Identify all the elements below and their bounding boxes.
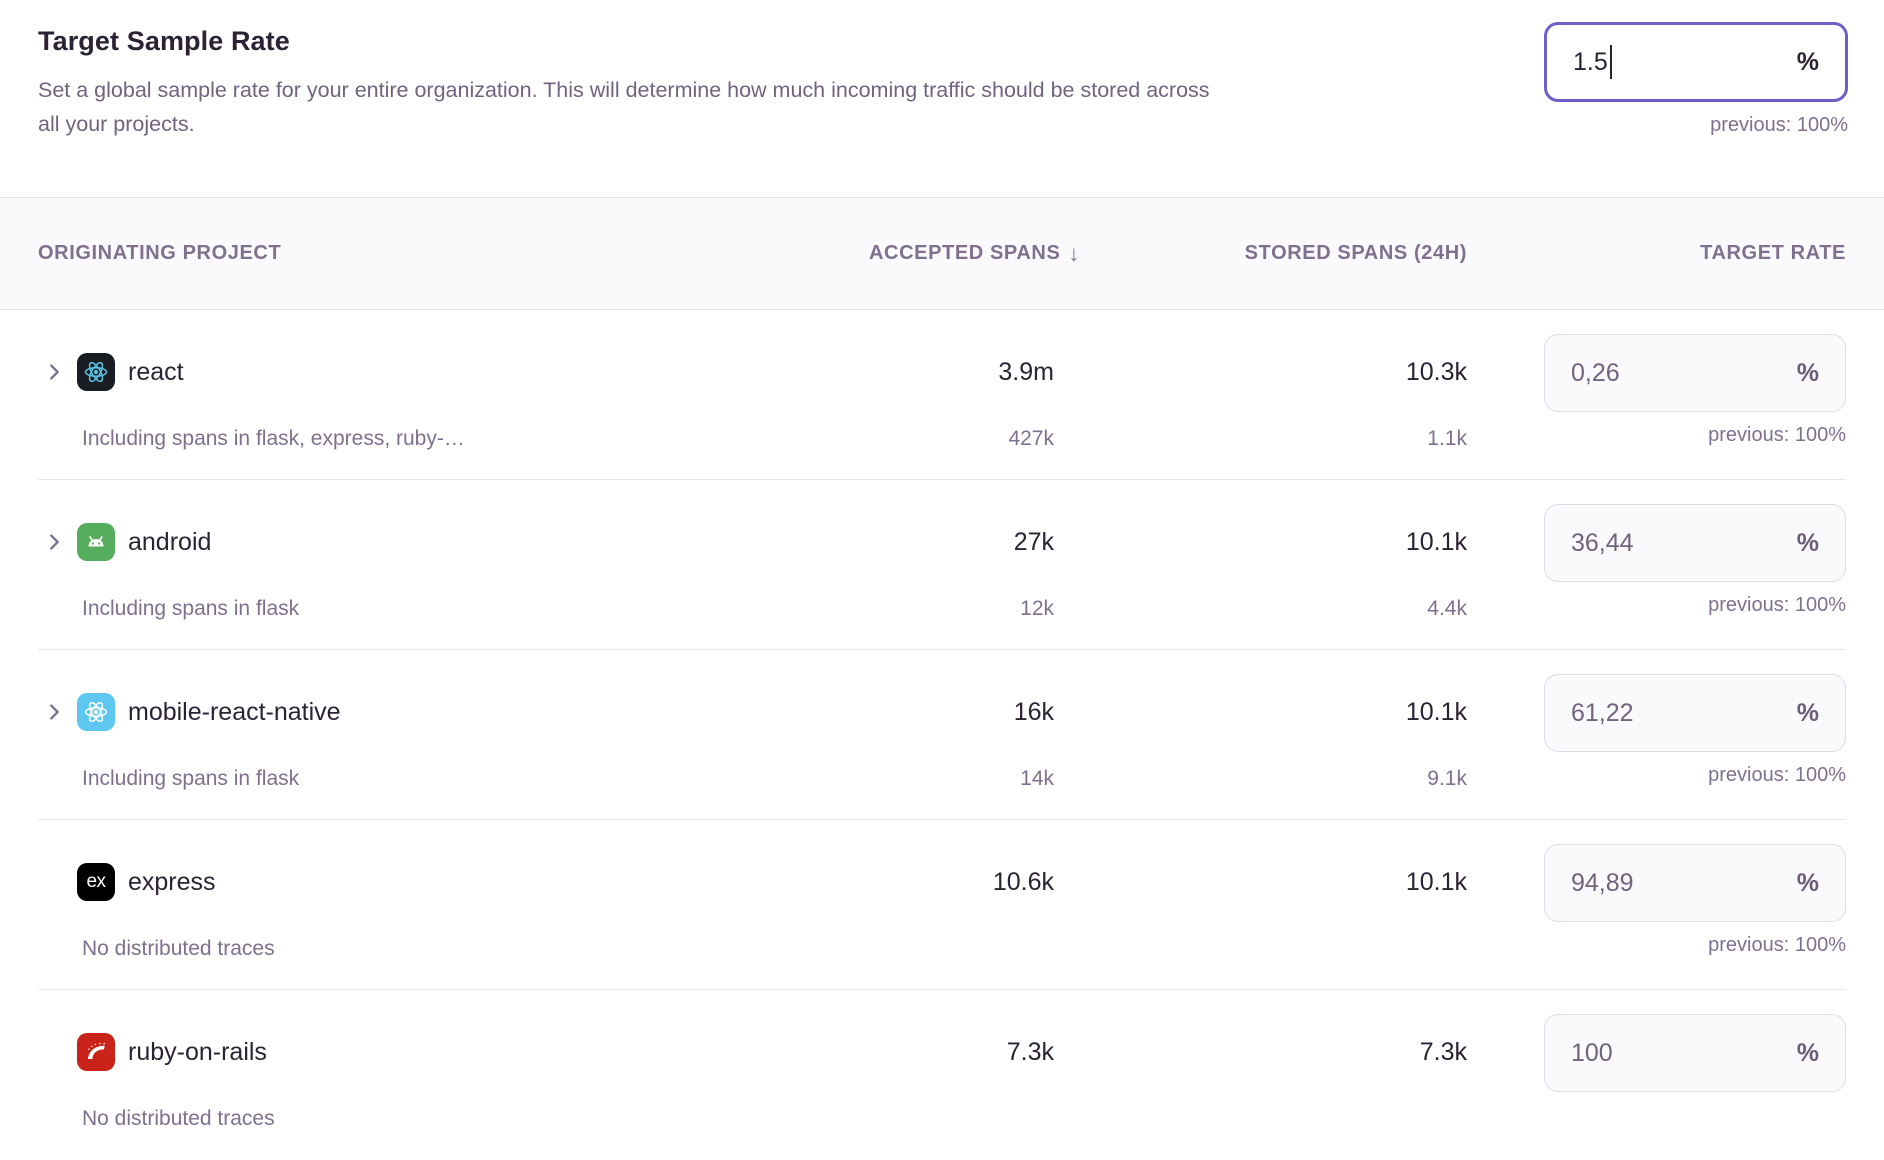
accepted-spans-cell: 16k 14k [654, 650, 1054, 820]
express-project-icon: ex [77, 863, 115, 901]
accepted-spans-cell: 27k 12k [654, 480, 1054, 650]
rate-value: 100 [1571, 1038, 1613, 1067]
accepted-spans-cell: 10.6k [654, 820, 1054, 990]
project-cell: android Including spans in flask [38, 480, 654, 650]
table-row: mobile-react-native Including spans in f… [38, 650, 1846, 820]
text-caret [1609, 45, 1612, 79]
rails-project-icon [77, 1033, 115, 1071]
percent-suffix: % [1796, 528, 1819, 557]
stored-spans-subvalue: 9.1k [1427, 767, 1467, 790]
accepted-spans-label: Accepted Spans [869, 242, 1061, 264]
stored-spans-value: 10.1k [1405, 527, 1467, 556]
rate-value: 0,26 [1571, 358, 1620, 387]
stored-spans-value: 10.1k [1405, 867, 1467, 896]
project-cell: ex express No distributed traces [38, 820, 654, 990]
project-subtitle: Including spans in flask, express, ruby-… [82, 427, 465, 450]
column-header-stored-spans: Stored Spans (24h) [1244, 242, 1467, 264]
global-previous-rate-label: previous: 100% [1710, 114, 1848, 136]
target-rate-cell: 0,26 % previous: 100% [1467, 310, 1846, 480]
stored-spans-cell: 10.3k 1.1k [1054, 310, 1467, 480]
percent-suffix: % [1796, 1038, 1819, 1067]
project-sample-rate-input[interactable]: 36,44 % [1544, 504, 1846, 582]
project-name: express [128, 867, 216, 896]
column-header-target-rate: Target Rate [1700, 242, 1846, 264]
previous-rate-label: previous: 100% [1708, 594, 1846, 616]
rate-value: 94,89 [1571, 868, 1634, 897]
project-name: react [128, 357, 184, 386]
stored-spans-cell: 10.1k 4.4k [1054, 480, 1467, 650]
rate-value: 36,44 [1571, 528, 1634, 557]
target-rate-cell: 61,22 % previous: 100% [1467, 650, 1846, 820]
accepted-spans-subvalue: 14k [1020, 767, 1054, 790]
target-rate-cell: 94,89 % previous: 100% [1467, 820, 1846, 990]
percent-suffix: % [1796, 698, 1819, 727]
stored-spans-value: 10.1k [1405, 697, 1467, 726]
project-sample-rate-input[interactable]: 0,26 % [1544, 334, 1846, 412]
project-sample-rate-input[interactable]: 61,22 % [1544, 674, 1846, 752]
table-row: android Including spans in flask 27k 12k… [38, 480, 1846, 650]
column-header-accepted-spans[interactable]: Accepted Spans ↓ [654, 198, 1079, 309]
stored-spans-subvalue: 1.1k [1427, 427, 1467, 450]
accepted-spans-value: 10.6k [992, 867, 1054, 896]
project-cell: react Including spans in flask, express,… [38, 310, 654, 480]
accepted-spans-value: 16k [1013, 697, 1054, 726]
accepted-spans-subvalue: 427k [1008, 427, 1054, 450]
target-sample-rate-header: Target Sample Rate Set a global sample r… [0, 0, 1884, 197]
stored-spans-cell: 7.3k [1054, 990, 1467, 1160]
accepted-spans-cell: 3.9m 427k [654, 310, 1054, 480]
project-name: mobile-react-native [128, 697, 341, 726]
react-project-icon [77, 353, 115, 391]
project-subtitle: No distributed traces [82, 1107, 275, 1130]
previous-rate-label: previous: 100% [1708, 934, 1846, 956]
expand-chevron-icon[interactable] [43, 701, 65, 723]
rate-value: 61,22 [1571, 698, 1634, 727]
stored-spans-value: 7.3k [1419, 1037, 1467, 1066]
target-rate-cell: 36,44 % previous: 100% [1467, 480, 1846, 650]
react-native-project-icon [77, 693, 115, 731]
project-subtitle: Including spans in flask [82, 767, 300, 790]
column-header-originating-project: Originating Project [38, 242, 282, 264]
table-row: ex express No distributed traces 10.6k 1… [38, 820, 1846, 990]
global-sample-rate-input[interactable]: 1.5 % [1544, 22, 1848, 102]
previous-rate-label: previous: 100% [1708, 764, 1846, 786]
stored-spans-cell: 10.1k [1054, 820, 1467, 990]
express-icon-glyph: ex [86, 871, 106, 892]
project-sample-rate-input[interactable]: 100 % [1544, 1014, 1846, 1092]
global-rate-control: 1.5 % previous: 100% [1544, 22, 1848, 137]
project-name: android [128, 527, 212, 556]
project-name: ruby-on-rails [128, 1037, 267, 1066]
stored-spans-value: 10.3k [1405, 357, 1467, 386]
percent-suffix: % [1796, 47, 1819, 76]
accepted-spans-value: 7.3k [1006, 1037, 1054, 1066]
expand-chevron-icon[interactable] [43, 361, 65, 383]
project-subtitle: No distributed traces [82, 937, 275, 960]
accepted-spans-value: 3.9m [998, 357, 1054, 386]
percent-suffix: % [1796, 358, 1819, 387]
project-cell: mobile-react-native Including spans in f… [38, 650, 654, 820]
previous-rate-label: previous: 100% [1708, 424, 1846, 446]
expand-chevron-icon[interactable] [43, 531, 65, 553]
project-sample-rate-input[interactable]: 94,89 % [1544, 844, 1846, 922]
table-row: ruby-on-rails No distributed traces 7.3k… [38, 990, 1846, 1160]
page-title: Target Sample Rate [38, 26, 290, 56]
target-rate-cell: 100 % [1467, 990, 1846, 1160]
android-project-icon [77, 523, 115, 561]
project-cell: ruby-on-rails No distributed traces [38, 990, 654, 1160]
accepted-spans-value: 27k [1013, 527, 1054, 556]
project-table-body: react Including spans in flask, express,… [0, 310, 1884, 1160]
global-rate-value: 1.5 [1573, 47, 1608, 76]
percent-suffix: % [1796, 868, 1819, 897]
sort-descending-icon: ↓ [1068, 240, 1080, 266]
page-description: Set a global sample rate for your entire… [38, 78, 1210, 136]
accepted-spans-subvalue: 12k [1020, 597, 1054, 620]
stored-spans-subvalue: 4.4k [1427, 597, 1467, 620]
table-row: react Including spans in flask, express,… [38, 310, 1846, 480]
project-subtitle: Including spans in flask [82, 597, 300, 620]
table-header-row: Originating Project Accepted Spans ↓ Sto… [0, 197, 1884, 310]
stored-spans-cell: 10.1k 9.1k [1054, 650, 1467, 820]
accepted-spans-cell: 7.3k [654, 990, 1054, 1160]
